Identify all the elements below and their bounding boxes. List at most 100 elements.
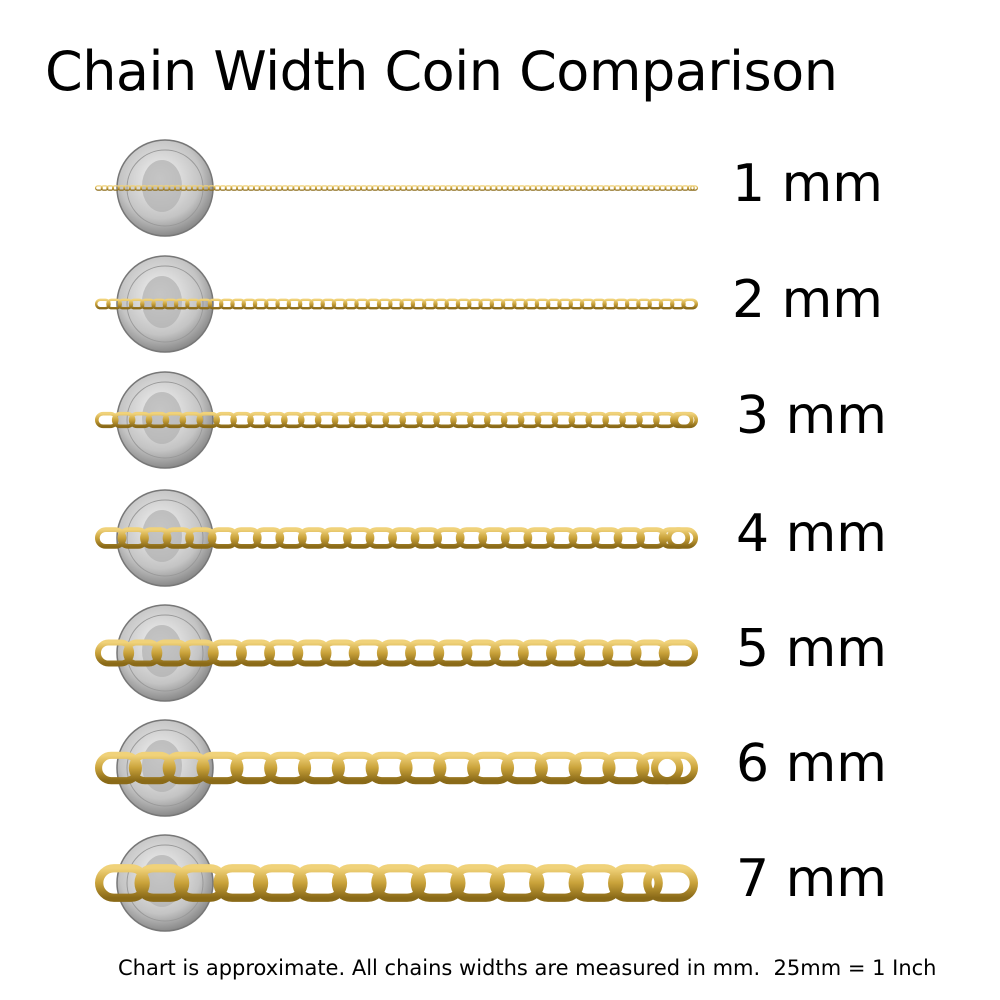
- chain-link: [405, 185, 413, 191]
- chain-link: [534, 751, 582, 785]
- chain-link: [252, 864, 308, 902]
- chain-link: [461, 185, 470, 191]
- chain-link: [647, 185, 656, 191]
- chain-link: [117, 527, 149, 549]
- chain-link: [207, 298, 224, 310]
- chain-link: [399, 751, 447, 785]
- chain-link: [658, 639, 699, 667]
- footnote: Chart is approximate. All chains widths …: [118, 956, 937, 980]
- chain-link: [275, 298, 292, 310]
- chain-link: [145, 411, 170, 429]
- chain-link: [568, 864, 624, 902]
- chain-row: 3 mm: [0, 362, 1000, 478]
- chain-link: [230, 751, 278, 785]
- chain-link: [529, 864, 584, 902]
- chain-link: [591, 185, 599, 191]
- chain-link: [399, 185, 408, 191]
- chain-width-label: 4 mm: [736, 504, 887, 564]
- chain-link: [517, 185, 526, 191]
- chain-link: [670, 185, 678, 191]
- chain-link: [500, 185, 509, 191]
- chain-row: 6 mm: [0, 710, 1000, 826]
- chain-width-label: 2 mm: [732, 270, 883, 330]
- chain-link: [320, 639, 360, 667]
- chain-link: [264, 298, 280, 310]
- page-title: Chain Width Coin Comparison: [45, 40, 838, 103]
- chain-link: [207, 639, 247, 667]
- chain-link: [666, 527, 699, 549]
- chain-link: [467, 298, 483, 310]
- quarter-coin-image: [116, 834, 214, 932]
- chain-link: [128, 411, 153, 429]
- chain-link: [512, 185, 521, 191]
- chain-link: [292, 864, 348, 902]
- chain-link: [173, 298, 190, 310]
- chain-link: [365, 298, 382, 310]
- chain-link: [591, 527, 623, 549]
- chain-link: [196, 298, 213, 310]
- chain-link: [636, 411, 660, 429]
- chain-link: [433, 298, 449, 310]
- chain-link: [450, 411, 474, 429]
- chain-link: [252, 527, 285, 549]
- chain-link: [365, 411, 390, 429]
- chain-link: [643, 864, 699, 902]
- chain-link: [207, 527, 240, 549]
- chain-link: [281, 411, 305, 429]
- chain-link: [117, 185, 126, 191]
- chain-link: [275, 185, 284, 191]
- chain-link: [179, 639, 219, 667]
- chain-link: [410, 527, 443, 549]
- chain-link: [162, 298, 179, 310]
- chain-row: 7 mm: [0, 825, 1000, 941]
- chain-link: [630, 639, 670, 667]
- chain-link: [591, 298, 607, 310]
- chain-link: [331, 751, 379, 785]
- chain-link: [365, 185, 374, 191]
- chain-link: [173, 864, 229, 902]
- chain-link: [241, 298, 258, 310]
- chain-link: [489, 185, 498, 191]
- chain-link: [331, 298, 348, 310]
- chain-link: [613, 527, 645, 549]
- chain-link: [579, 185, 588, 191]
- chain-link: [111, 411, 136, 429]
- chain-link: [230, 411, 254, 429]
- chain-link: [568, 185, 577, 191]
- chain-link: [500, 527, 533, 549]
- chain-link: [230, 527, 262, 549]
- chain-width-label: 7 mm: [736, 849, 887, 909]
- chain-link: [382, 185, 391, 191]
- chain-link: [399, 411, 423, 429]
- chain-link: [376, 298, 393, 310]
- chain-link: [247, 185, 256, 191]
- chain-link: [602, 298, 619, 310]
- chain-link: [281, 185, 289, 191]
- chain-row: 4 mm: [0, 480, 1000, 596]
- chain-link: [546, 298, 562, 310]
- chain-link: [303, 185, 312, 191]
- chain-link: [388, 298, 404, 310]
- chain-link: [478, 527, 510, 549]
- chain-link: [546, 527, 578, 549]
- chain-link: [568, 298, 585, 310]
- chain-link: [681, 185, 690, 191]
- chain-link: [337, 185, 346, 191]
- chain-link: [410, 864, 466, 902]
- chain-link: [320, 298, 337, 310]
- chain-link: [162, 185, 171, 191]
- chain-link: [117, 298, 134, 310]
- chain-link: [235, 639, 276, 667]
- chain-link: [574, 639, 614, 667]
- chain-link: [608, 864, 663, 902]
- chain-link: [190, 185, 199, 191]
- chain-link: [185, 185, 194, 191]
- chain-link: [252, 298, 269, 310]
- chain-row: 5 mm: [0, 595, 1000, 711]
- chain-link: [95, 751, 142, 785]
- chain-link: [495, 185, 504, 191]
- chain-link: [94, 527, 127, 549]
- chain-link: [421, 185, 430, 191]
- chain-image: [95, 639, 699, 667]
- chain-link: [682, 298, 699, 310]
